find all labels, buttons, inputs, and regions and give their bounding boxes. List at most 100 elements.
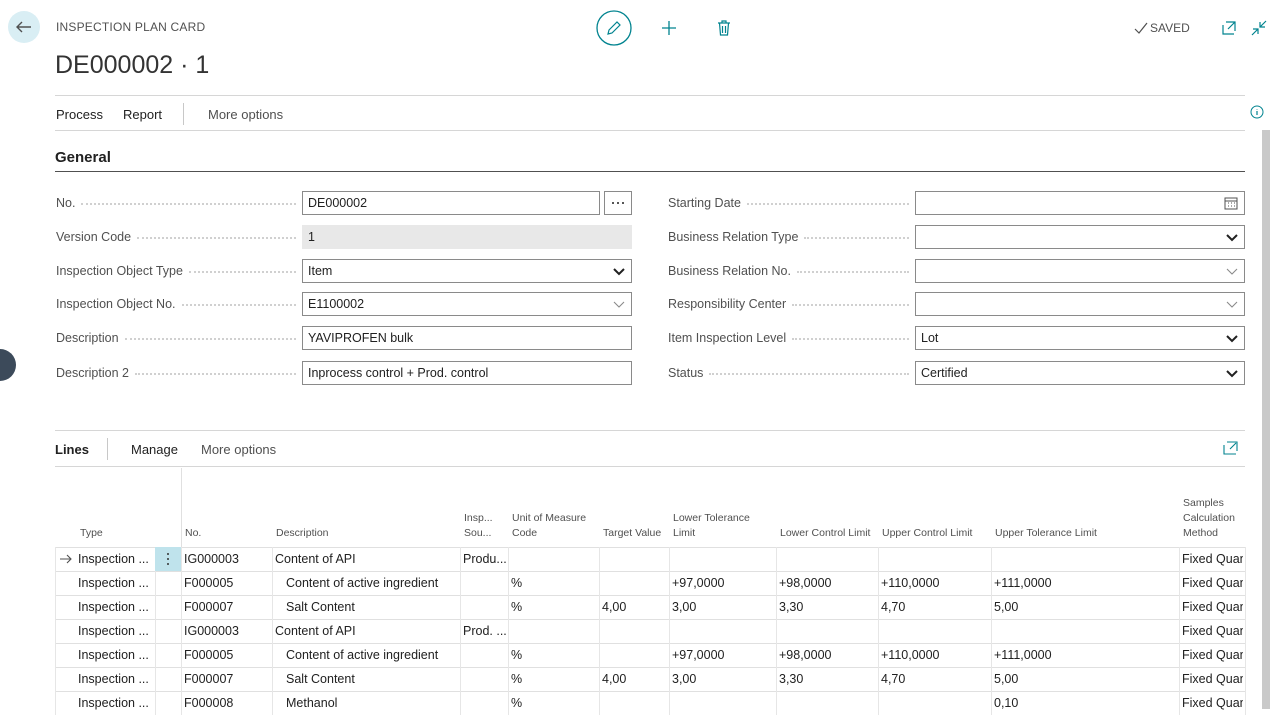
grid-cell[interactable]: Inspection ... [78,672,149,686]
grid-cell[interactable]: 3,00 [672,672,697,686]
column-header[interactable]: Upper Control Limit [882,527,973,539]
grid-cell[interactable]: +110,0000 [881,576,940,590]
grid-cell[interactable]: 4,70 [881,672,906,686]
dropdown[interactable] [1225,331,1239,345]
lookup[interactable] [612,297,626,311]
grid-cell[interactable]: +97,0000 [672,648,725,662]
grid-cell[interactable]: Salt Content [286,672,355,686]
dropdown[interactable] [612,264,626,278]
grid-cell[interactable]: Salt Content [286,600,355,614]
delete-button[interactable] [717,20,731,36]
grid-cell[interactable]: Fixed Quan [1182,672,1243,686]
field-input[interactable] [915,191,1245,215]
lines-expand[interactable] [1223,441,1238,455]
grid-cell[interactable]: Fixed Quan [1182,696,1243,710]
field-input[interactable]: Certified [915,361,1245,385]
grid-cell[interactable]: F000005 [184,648,234,662]
grid-cell[interactable]: 3,00 [672,600,697,614]
grid-cell[interactable]: 3,30 [779,672,804,686]
field-input[interactable]: Lot [915,326,1245,350]
grid-cell[interactable]: Content of active ingredient [286,576,439,590]
grid-cell[interactable]: % [511,576,523,590]
grid-cell[interactable]: 4,00 [602,672,627,686]
grid-cell[interactable]: 4,00 [602,600,627,614]
grid-cell[interactable]: +111,0000 [994,576,1052,590]
grid-cell[interactable]: F000007 [184,672,234,686]
grid-cell[interactable]: IG000003 [184,624,239,638]
grid-cell[interactable]: 4,70 [881,600,906,614]
column-header[interactable]: No. [185,527,202,539]
grid-cell[interactable]: Inspection ... [78,648,149,662]
column-header[interactable]: Lower Tolerance Limit [673,512,750,539]
grid-cell[interactable]: Inspection ... [78,696,149,710]
calendar[interactable] [1224,196,1238,210]
info-button[interactable] [1250,105,1264,119]
grid-cell[interactable]: IG000003 [184,552,239,566]
field-input[interactable] [915,259,1245,283]
assist-button[interactable] [604,191,632,215]
field-input[interactable]: DE000002 [302,191,600,215]
row-menu[interactable] [155,547,181,571]
open-new-window[interactable] [1221,20,1237,36]
column-header[interactable]: Upper Tolerance Limit [995,527,1097,539]
field-input[interactable]: Inprocess control + Prod. control [302,361,632,385]
action-process[interactable]: Process [56,107,103,122]
grid-cell[interactable]: Inspection ... [78,552,149,566]
grid-cell[interactable]: F000005 [184,576,234,590]
grid-cell[interactable]: 3,30 [779,600,804,614]
column-header[interactable]: Insp... Sou... [464,512,493,539]
grid-cell[interactable]: +98,0000 [779,576,832,590]
action-more[interactable]: More options [208,107,284,122]
column-header[interactable]: Target Value [603,527,662,539]
grid-cell[interactable]: Fixed Quan [1182,576,1243,590]
grid-cell[interactable]: Content of API [275,624,356,638]
grid-cell[interactable]: +110,0000 [881,648,940,662]
lookup[interactable] [1225,297,1239,311]
grid-cell[interactable]: F000008 [184,696,234,710]
grid-cell[interactable]: Produ... [463,552,506,566]
lines-action-more[interactable]: More options [201,442,277,457]
grid-cell[interactable]: % [511,600,523,614]
column-header[interactable]: Lower Control Limit [780,527,871,539]
grid-cell[interactable]: Inspection ... [78,576,149,590]
edit-button[interactable] [596,10,632,46]
grid-cell[interactable]: Prod. ... [463,624,506,638]
grid-cell[interactable]: Fixed Quan [1182,552,1243,566]
grid-cell[interactable]: % [511,648,523,662]
grid-cell[interactable]: % [511,672,523,686]
new-button[interactable] [661,20,677,36]
grid-cell[interactable]: Inspection ... [78,624,149,638]
side-handle[interactable] [0,347,17,383]
grid-cell[interactable]: +97,0000 [672,576,725,590]
dropdown[interactable] [1225,366,1239,380]
field-input[interactable]: E1100002 [302,292,632,316]
grid-cell[interactable]: 5,00 [994,672,1019,686]
grid-cell[interactable]: Fixed Quan [1182,624,1243,638]
grid-cell[interactable]: 0,10 [994,696,1019,710]
column-header[interactable]: Description [276,527,329,539]
grid-cell[interactable]: Inspection ... [78,600,149,614]
field-input[interactable]: YAVIPROFEN bulk [302,326,632,350]
collapse-button[interactable] [1251,20,1267,36]
grid-cell[interactable]: +111,0000 [994,648,1052,662]
grid-cell[interactable]: 5,00 [994,600,1019,614]
field-input[interactable]: Item [302,259,632,283]
field-input[interactable] [915,225,1245,249]
column-header[interactable]: Unit of Measure Code [512,512,587,539]
action-report[interactable]: Report [123,107,163,122]
dropdown[interactable] [1225,230,1239,244]
scrollbar[interactable] [1262,130,1270,709]
grid-cell[interactable]: Fixed Quan [1182,648,1243,662]
grid-cell[interactable]: Methanol [286,696,338,710]
back-button[interactable] [8,11,40,43]
column-header[interactable]: Samples Calculation Method [1183,497,1235,539]
field-input[interactable] [915,292,1245,316]
lines-action-manage[interactable]: Manage [131,442,178,457]
grid-cell[interactable]: Content of active ingredient [286,648,439,662]
column-header[interactable]: Type [80,527,103,539]
grid-cell[interactable]: Content of API [275,552,356,566]
grid-cell[interactable]: +98,0000 [779,648,832,662]
grid-cell[interactable]: Fixed Quan [1182,600,1243,614]
grid-cell[interactable]: % [511,696,523,710]
grid-cell[interactable]: F000007 [184,600,234,614]
